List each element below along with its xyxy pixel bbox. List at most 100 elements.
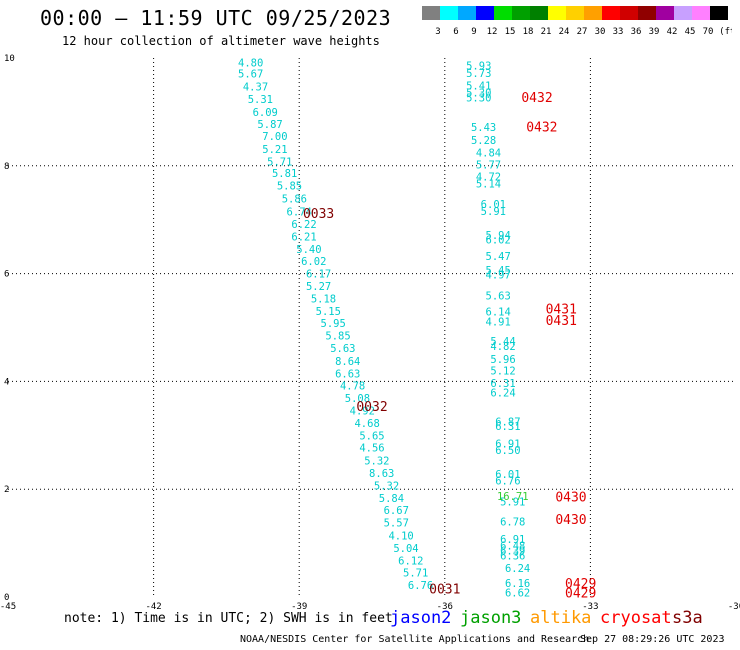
wave-height-label: 5.63 (486, 291, 511, 303)
y-tick-label: 2 (4, 485, 9, 495)
x-tick-label: -39 (291, 602, 307, 610)
x-tick-label: -30 (728, 602, 740, 610)
time-label: 0432 (521, 91, 552, 106)
colorbar-label: 45 (685, 27, 696, 37)
time-label: 0033 (303, 207, 334, 222)
colorbar-swatch (638, 6, 656, 20)
y-tick-label: 6 (4, 270, 9, 280)
wave-height-label: 4.78 (340, 381, 365, 393)
colorbar-label: 12 (487, 27, 498, 37)
wave-height-label: 6.02 (486, 235, 511, 247)
colorbar-swatch (476, 6, 494, 20)
wave-height-label: 6.91 (500, 534, 525, 546)
footer-note: note: 1) Time is in UTC; 2) SWH is in fe… (64, 611, 393, 626)
wave-height-label: 5.91 (481, 206, 506, 218)
wave-height-label: 5.95 (321, 318, 346, 330)
wave-height-label: 6.76 (495, 476, 520, 488)
wave-height-label: 5.31 (248, 94, 273, 106)
colorbar-swatch (440, 6, 458, 20)
y-tick-label: 0 (4, 593, 9, 603)
colorbar-label: 9 (471, 27, 476, 37)
wave-height-label: 4.97 (486, 270, 511, 282)
time-label: 0431 (546, 314, 577, 329)
wave-height-label: 6.02 (301, 256, 326, 268)
wave-height-label: 6.01 (495, 469, 520, 481)
colorbar-swatch (620, 6, 638, 20)
wave-height-label: 5.73 (466, 68, 491, 80)
wave-height-label: 5.65 (359, 430, 384, 442)
wave-height-label: 6.78 (500, 517, 525, 529)
wave-height-label: 5.43 (471, 122, 496, 134)
colorbar-swatch (710, 6, 728, 20)
colorbar-swatch (656, 6, 674, 20)
wave-height-label: 6.14 (486, 306, 511, 318)
colorbar-swatch (602, 6, 620, 20)
wave-height-label: 5.18 (311, 293, 336, 305)
colorbar-label: 70 (703, 27, 714, 37)
wave-height-label: 5.30 (466, 92, 491, 104)
wave-height-label: 5.40 (296, 244, 321, 256)
y-tick-label: 10 (4, 54, 15, 64)
wave-height-label: 4.68 (354, 418, 379, 430)
wave-height-label: 4.37 (243, 82, 268, 94)
time-label: 0432 (526, 120, 557, 135)
wave-height-label: 5.27 (306, 281, 331, 293)
wave-height-label: 5.85 (277, 181, 302, 193)
x-tick-label: -36 (437, 602, 453, 610)
colorbar-swatch (458, 6, 476, 20)
scatter-plot: -45-42-39-36-33-3002468104.805.674.375.3… (0, 54, 740, 610)
wave-height-label: 5.87 (257, 119, 282, 131)
wave-height-label: 5.85 (325, 331, 350, 343)
y-tick-label: 4 (4, 377, 9, 387)
wave-height-label: 6.17 (306, 269, 331, 281)
colorbar-swatch (692, 6, 710, 20)
wave-height-label: 4.72 (476, 172, 501, 184)
wave-height-label: 5.44 (490, 336, 515, 348)
legend-s3a: s3a (672, 608, 703, 628)
wave-height-label: 6.74 (287, 207, 312, 219)
wave-height-label: 5.77 (476, 160, 501, 172)
wave-height-label: 4.92 (350, 406, 375, 418)
x-tick-label: -33 (582, 602, 598, 610)
legend-jason2: jason2 (390, 608, 452, 628)
wave-height-label: 5.71 (267, 156, 292, 168)
wave-height-label: 16.71 (497, 491, 529, 503)
x-tick-label: -42 (145, 602, 161, 610)
legend-jason3: jason3 (460, 608, 522, 628)
wave-height-label: 6.48 (500, 540, 525, 552)
colorbar-swatch (584, 6, 602, 20)
wave-height-label: 4.80 (238, 57, 263, 69)
time-label: 0430 (555, 513, 586, 528)
colorbar-label: 33 (613, 27, 624, 37)
page-title: 00:00 – 11:59 UTC 09/25/2023 (40, 6, 392, 30)
wave-height-label: 5.32 (364, 456, 389, 468)
wave-height-label: 6.36 (500, 550, 525, 562)
wave-height-label: 5.94 (486, 230, 511, 242)
wave-height-label: 5.21 (262, 144, 287, 156)
generated-timestamp: Sep 27 08:29:26 UTC 2023 (580, 634, 725, 645)
time-label: 0431 (546, 303, 577, 318)
colorbar-swatch (674, 6, 692, 20)
wave-height-label: 5.04 (393, 543, 418, 555)
wave-height-label: 6.24 (490, 388, 515, 400)
wave-height-label: 5.91 (500, 497, 525, 509)
wave-height-label: 6.67 (384, 505, 409, 517)
colorbar-label: 21 (541, 27, 552, 37)
wave-height-label: 5.28 (471, 135, 496, 147)
colorbar-label: 27 (577, 27, 588, 37)
colorbar-label: 42 (667, 27, 678, 37)
wave-height-label: 5.96 (490, 354, 515, 366)
wave-height-label: 6.50 (495, 445, 520, 457)
wave-height-label: 6.16 (505, 578, 530, 590)
wave-height-label: 5.15 (316, 306, 341, 318)
credit-text: NOAA/NESDIS Center for Satellite Applica… (240, 634, 590, 645)
colorbar-label: 36 (631, 27, 642, 37)
wave-height-label: 8.64 (335, 356, 360, 368)
wave-height-label: 5.45 (486, 265, 511, 277)
wave-height-label: 5.71 (403, 568, 428, 580)
time-label: 0031 (429, 582, 460, 597)
wave-height-label: 5.86 (282, 194, 307, 206)
wave-height-label: 5.67 (238, 69, 263, 81)
